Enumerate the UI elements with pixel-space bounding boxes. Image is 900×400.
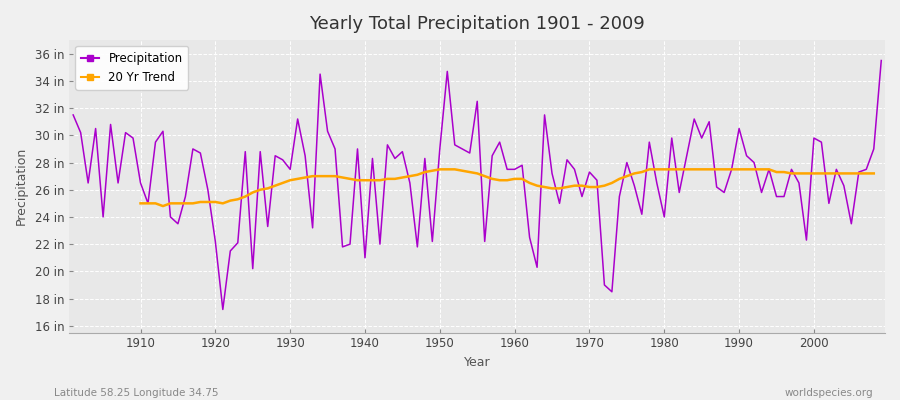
X-axis label: Year: Year <box>464 356 490 369</box>
Text: Latitude 58.25 Longitude 34.75: Latitude 58.25 Longitude 34.75 <box>54 388 219 398</box>
Legend: Precipitation, 20 Yr Trend: Precipitation, 20 Yr Trend <box>76 46 188 90</box>
Text: worldspecies.org: worldspecies.org <box>785 388 873 398</box>
Y-axis label: Precipitation: Precipitation <box>15 147 28 226</box>
Title: Yearly Total Precipitation 1901 - 2009: Yearly Total Precipitation 1901 - 2009 <box>310 15 645 33</box>
